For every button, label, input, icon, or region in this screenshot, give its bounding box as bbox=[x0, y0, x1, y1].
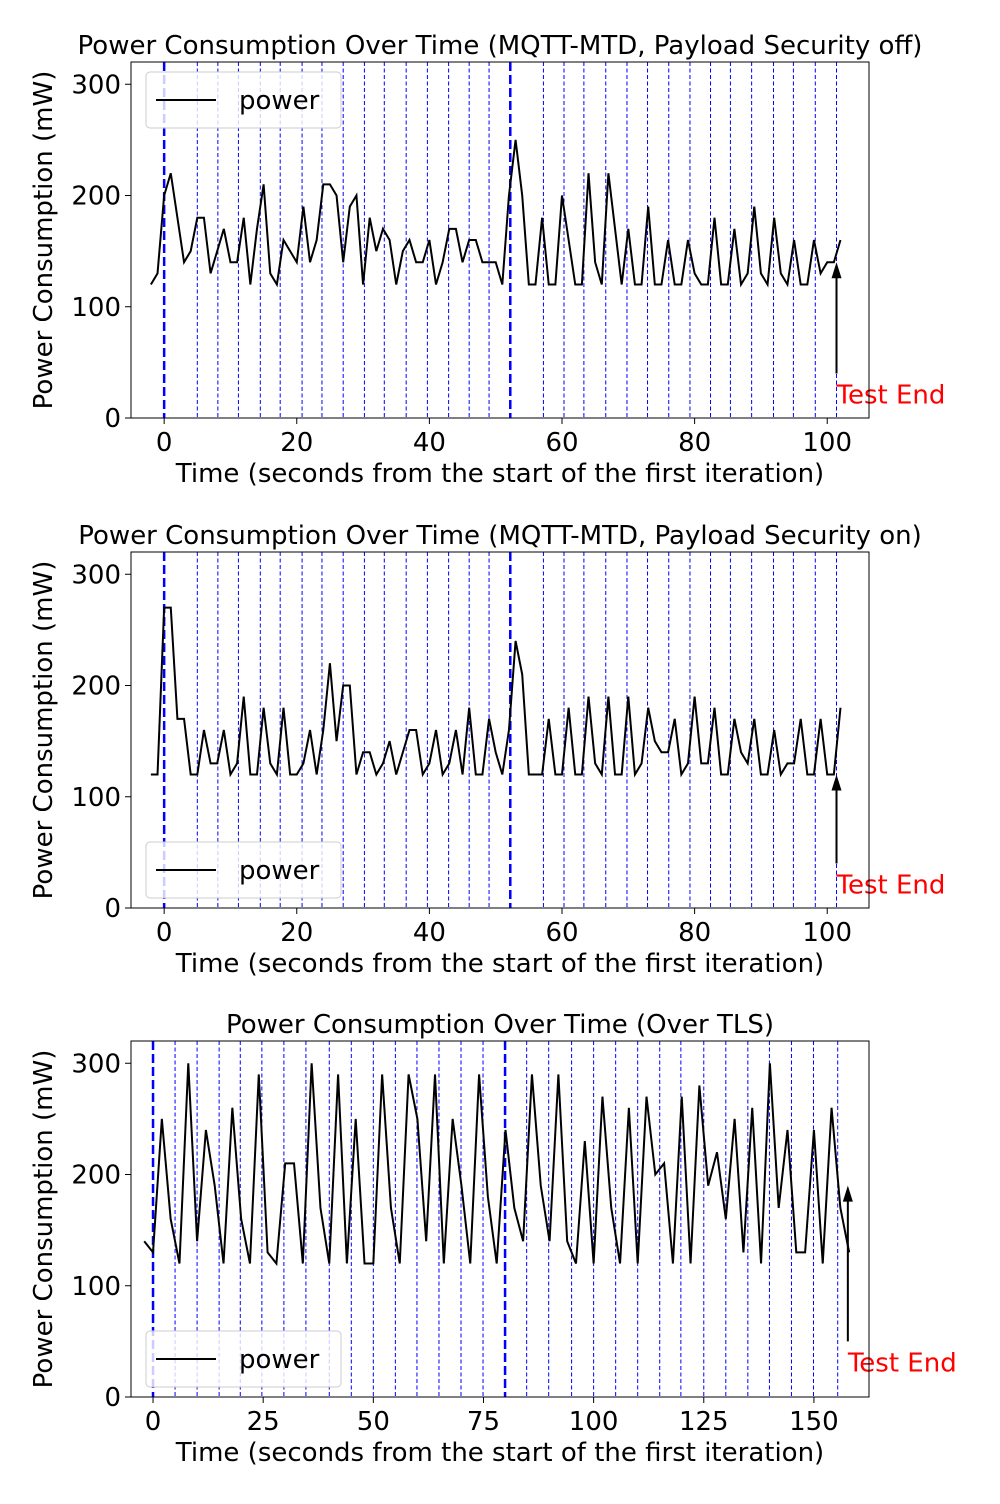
annotation-text: Test End bbox=[836, 871, 946, 901]
chart-title: Power Consumption Over Time (MQTT-MTD, P… bbox=[78, 31, 923, 61]
x-tick-label: 40 bbox=[413, 918, 446, 948]
legend-label: power bbox=[239, 856, 320, 886]
y-axis-label: Power Consumption (mW) bbox=[29, 71, 59, 410]
y-tick-label: 200 bbox=[71, 672, 121, 702]
legend-box bbox=[145, 1330, 342, 1388]
chart-title: Power Consumption Over Time (Over TLS) bbox=[226, 1010, 774, 1040]
x-tick-label: 40 bbox=[413, 428, 446, 458]
y-tick-label: 100 bbox=[71, 783, 121, 813]
x-tick-label: 80 bbox=[678, 428, 711, 458]
y-tick-label: 100 bbox=[71, 1272, 121, 1302]
annotation-text: Test End bbox=[847, 1348, 957, 1378]
y-tick-label: 300 bbox=[71, 70, 121, 100]
legend-label: power bbox=[239, 1345, 320, 1375]
y-tick-label: 0 bbox=[104, 404, 121, 434]
arrow-head bbox=[831, 774, 842, 791]
x-axis-label: Time (seconds from the start of the firs… bbox=[175, 459, 824, 489]
y-tick-label: 300 bbox=[71, 560, 121, 590]
y-tick-label: 300 bbox=[71, 1049, 121, 1079]
y-tick-label: 200 bbox=[71, 1161, 121, 1191]
x-axis-label: Time (seconds from the start of the firs… bbox=[175, 949, 824, 979]
plot-frame bbox=[130, 551, 870, 909]
arrow-head bbox=[842, 1185, 853, 1202]
y-axis-label: Power Consumption (mW) bbox=[29, 1050, 59, 1389]
x-tick-label: 60 bbox=[545, 918, 578, 948]
x-tick-label: 60 bbox=[545, 428, 578, 458]
x-axis-label: Time (seconds from the start of the firs… bbox=[175, 1438, 824, 1468]
chart-title: Power Consumption Over Time (MQTT-MTD, P… bbox=[78, 521, 921, 551]
y-tick-label: 0 bbox=[104, 1383, 121, 1413]
y-axis-label: Power Consumption (mW) bbox=[29, 561, 59, 900]
x-tick-label: 100 bbox=[569, 1407, 619, 1437]
x-tick-label: 75 bbox=[467, 1407, 500, 1437]
x-tick-label: 80 bbox=[678, 918, 711, 948]
plot-frame bbox=[130, 1040, 870, 1398]
legend-label: power bbox=[239, 86, 320, 116]
x-tick-label: 25 bbox=[247, 1407, 280, 1437]
y-tick-label: 200 bbox=[71, 182, 121, 212]
x-tick-label: 20 bbox=[280, 428, 313, 458]
x-tick-label: 150 bbox=[789, 1407, 839, 1437]
y-tick-label: 100 bbox=[71, 293, 121, 323]
x-tick-label: 100 bbox=[802, 428, 852, 458]
power-line bbox=[150, 139, 842, 288]
x-tick-label: 125 bbox=[679, 1407, 729, 1437]
x-tick-label: 0 bbox=[145, 1407, 162, 1437]
plot-frame bbox=[130, 61, 870, 419]
annotation-text: Test End bbox=[836, 381, 946, 411]
legend-box bbox=[145, 71, 342, 129]
power-line bbox=[150, 606, 842, 778]
x-tick-label: 20 bbox=[280, 918, 313, 948]
legend-box bbox=[145, 841, 342, 899]
x-tick-label: 100 bbox=[802, 918, 852, 948]
y-tick-label: 0 bbox=[104, 894, 121, 924]
arrow-head bbox=[831, 262, 842, 279]
power-line bbox=[143, 1063, 851, 1267]
x-tick-label: 0 bbox=[156, 428, 173, 458]
x-tick-label: 0 bbox=[156, 918, 173, 948]
x-tick-label: 50 bbox=[357, 1407, 390, 1437]
